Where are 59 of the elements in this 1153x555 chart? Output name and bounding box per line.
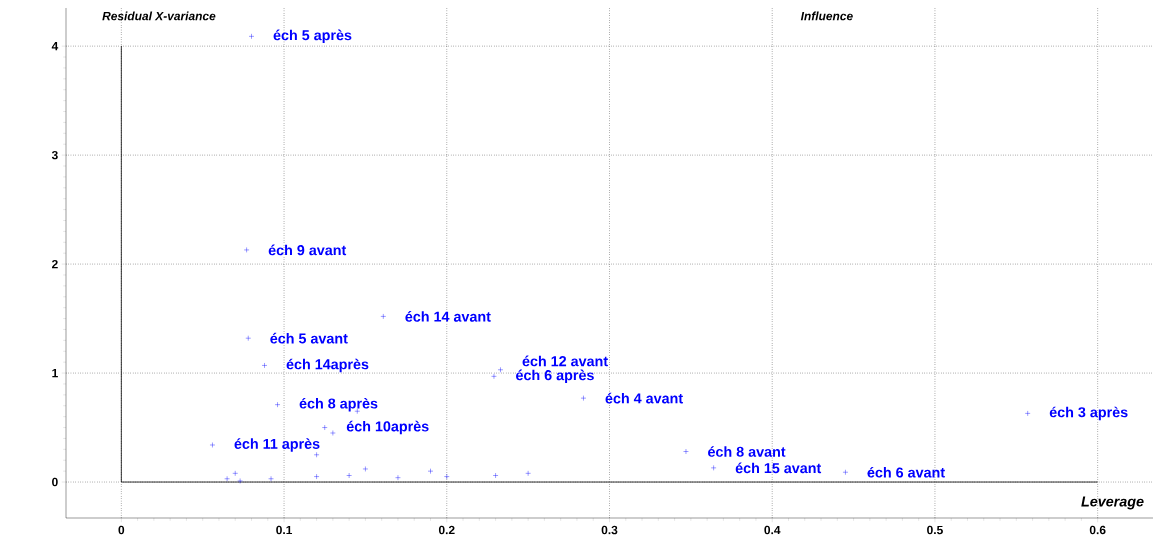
point <box>710 465 717 471</box>
annotation: éch 3 après <box>1049 406 1128 421</box>
annotation: éch 12 avant <box>522 355 608 367</box>
y-tick-label: 4 <box>51 42 59 51</box>
annotation: éch 10après <box>346 420 429 435</box>
point <box>248 33 255 40</box>
annotation: éch 8 après <box>299 397 378 412</box>
point <box>580 395 587 401</box>
point <box>237 478 243 484</box>
annotation: éch 11 après <box>234 438 320 452</box>
annotation: éch 6 avant <box>867 466 945 478</box>
point <box>261 362 268 369</box>
x-tick-label: 0.1 <box>276 525 293 535</box>
point <box>492 472 499 479</box>
point <box>232 470 238 477</box>
point <box>525 470 531 477</box>
x-tick-label: 0.6 <box>1089 525 1106 535</box>
point <box>683 448 689 455</box>
x-tick-label: 0.3 <box>601 525 618 535</box>
annotation: éch 5 après <box>273 29 352 44</box>
annotation: éch 5 avant <box>270 332 348 344</box>
y-axis-title: Residual X-variance <box>102 11 216 21</box>
point <box>362 466 369 472</box>
x-axis-title: Leverage <box>1081 496 1144 510</box>
annotation: éch 14 avant <box>405 311 491 322</box>
point <box>346 472 352 479</box>
point <box>313 473 320 480</box>
y-tick-label: 2 <box>52 259 58 269</box>
point <box>322 424 328 431</box>
point <box>491 373 497 380</box>
point <box>444 473 450 480</box>
annotation: éch 14après <box>286 358 369 373</box>
annotation: éch 6 après <box>516 369 594 384</box>
annotation: éch 9 avant <box>268 244 347 256</box>
annotation: éch 4 avant <box>605 392 683 404</box>
x-tick-label: 0.4 <box>764 525 781 535</box>
point <box>380 313 386 320</box>
y-tick-label: 1 <box>52 368 58 378</box>
point <box>497 367 504 373</box>
point <box>224 476 230 482</box>
x-tick-label: 0.5 <box>927 525 943 535</box>
point <box>268 476 274 482</box>
point <box>330 430 336 436</box>
point <box>395 474 401 481</box>
y-tick-label: 0 <box>52 477 58 487</box>
chart-title: Influence <box>800 11 853 21</box>
point <box>427 468 434 474</box>
x-tick-label: 0 <box>118 525 125 535</box>
y-tick-label: 3 <box>51 150 58 160</box>
annotation: éch 8 avant <box>708 446 786 457</box>
point <box>209 442 216 448</box>
x-tick-label: 0.2 <box>438 525 455 535</box>
annotation: éch 15 avant <box>735 462 822 474</box>
point <box>243 247 250 253</box>
point <box>274 401 281 408</box>
point <box>245 335 251 341</box>
point <box>842 469 849 475</box>
point <box>1025 410 1031 417</box>
point <box>313 452 320 458</box>
